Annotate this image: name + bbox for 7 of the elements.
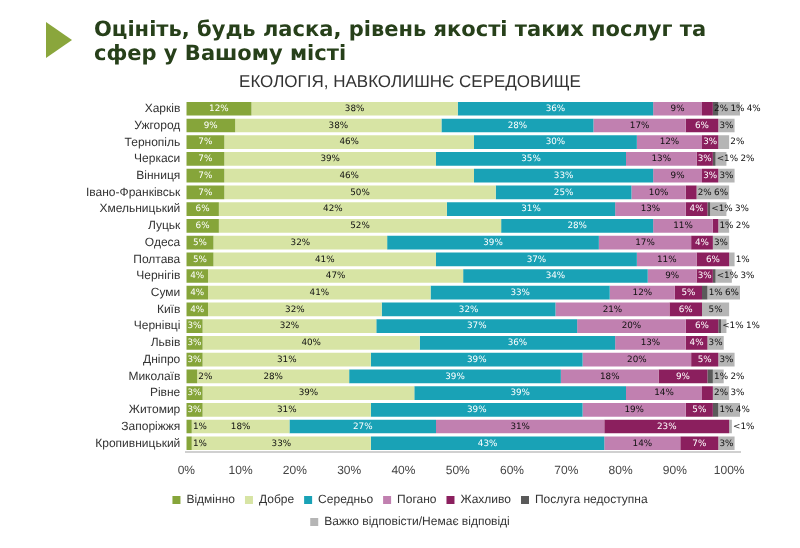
bar [604,436,681,451]
chart-subtitle: ЕКОЛОГІЯ, НАВКОЛИШНЄ СЕРЕДОВИЩЕ [239,70,582,91]
bar [702,285,708,300]
bar [712,218,719,233]
chart-title: Оцініть, будь ласка, рівень якості таких послуг та сфер у Вашому місті [94,18,709,66]
bar [712,402,719,417]
bar [707,369,713,384]
